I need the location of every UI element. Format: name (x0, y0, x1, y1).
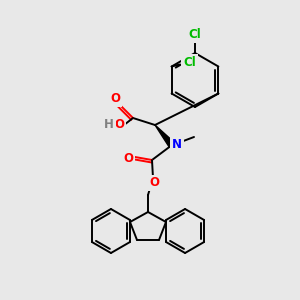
Text: Cl: Cl (183, 56, 196, 69)
Text: O: O (114, 118, 124, 131)
Text: O: O (123, 152, 133, 164)
Text: O: O (110, 92, 120, 106)
Text: O: O (110, 92, 120, 106)
Text: H: H (104, 118, 114, 130)
Text: N: N (172, 139, 182, 152)
Polygon shape (155, 125, 175, 147)
Text: Cl: Cl (189, 28, 201, 41)
Text: O: O (149, 176, 159, 190)
Text: N: N (171, 139, 183, 152)
Text: O: O (149, 176, 159, 190)
Text: Cl: Cl (183, 56, 196, 69)
Text: O: O (123, 152, 133, 164)
Text: O: O (114, 118, 124, 131)
Text: H: H (104, 118, 114, 130)
Text: Cl: Cl (189, 28, 201, 41)
